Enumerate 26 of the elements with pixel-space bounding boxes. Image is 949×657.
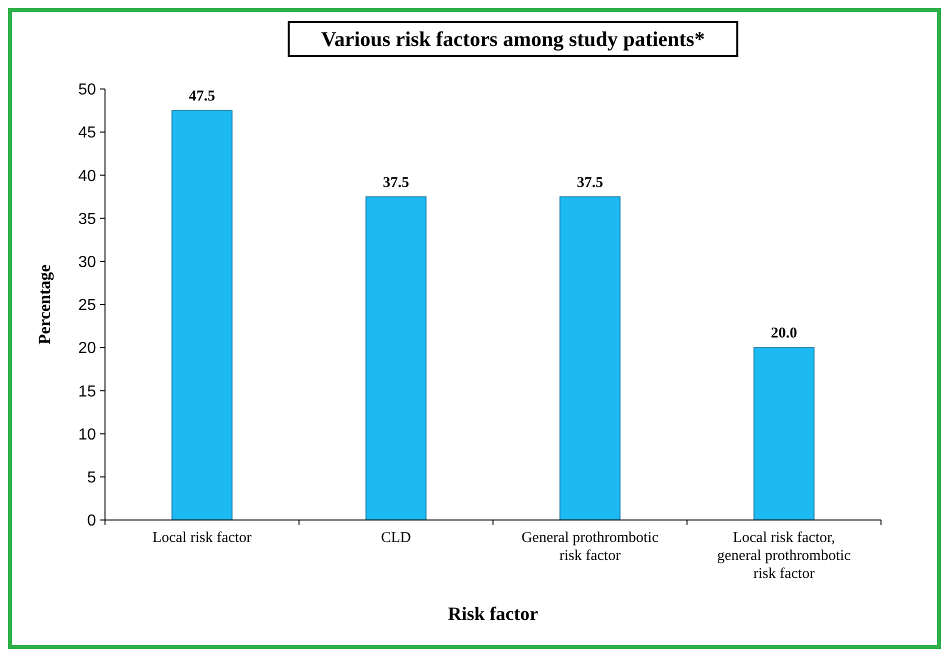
y-tick-label: 40 xyxy=(78,168,96,185)
y-tick-label: 20 xyxy=(78,340,96,358)
y-tick-label: 10 xyxy=(78,426,96,444)
x-axis-title: Risk factor xyxy=(448,604,539,625)
x-tick-label: Local risk factor, general prothrombotic risk factor xyxy=(717,530,852,582)
x-tick-label: Local risk factor xyxy=(152,530,252,546)
y-tick-label: 5 xyxy=(87,470,96,486)
y-tick-label: 35 xyxy=(78,210,96,228)
y-tick-label: 45 xyxy=(78,124,96,142)
data-label: 47.5 xyxy=(188,88,216,105)
chart-title: Various risk factors among study patients* xyxy=(321,27,705,51)
x-tick-label: CLD xyxy=(381,530,412,546)
y-tick-label: 50 xyxy=(78,82,96,99)
y-tick-label: 15 xyxy=(78,383,96,400)
data-label: 37.5 xyxy=(382,174,410,191)
data-label: 20.0 xyxy=(770,326,798,342)
bar xyxy=(754,347,814,520)
y-axis-title: Percentage xyxy=(35,264,54,344)
bar xyxy=(560,196,620,520)
data-label: 37.5 xyxy=(576,174,604,191)
y-tick-label: 30 xyxy=(78,254,96,271)
y-tick-label: 0 xyxy=(87,512,96,530)
y-tick-label: 25 xyxy=(78,297,96,314)
bar xyxy=(172,110,232,520)
x-tick-label: General prothrombotic risk factor xyxy=(521,530,659,564)
bar xyxy=(366,196,426,520)
